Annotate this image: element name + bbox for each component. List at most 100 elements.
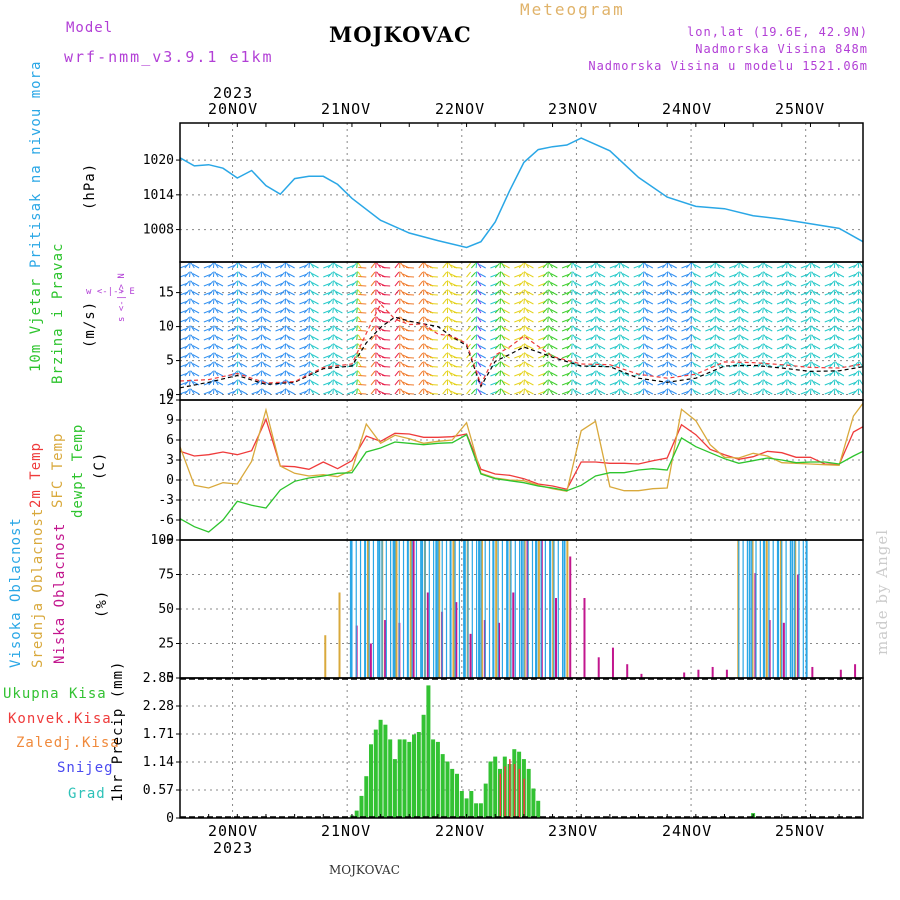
wind-arrow bbox=[571, 325, 573, 332]
wind-arrow bbox=[538, 390, 546, 395]
wind-arrow bbox=[382, 303, 391, 305]
wind-arrow bbox=[442, 262, 448, 269]
wind-arrow bbox=[596, 298, 601, 305]
wind-arrow bbox=[309, 361, 315, 368]
wind-arrow bbox=[429, 321, 438, 323]
wind-arrow bbox=[370, 379, 376, 386]
wind-arrow bbox=[809, 379, 812, 386]
precip-bar bbox=[536, 800, 541, 818]
wind-arrow bbox=[574, 273, 582, 278]
wind-arrow bbox=[733, 289, 739, 296]
wind-arrow bbox=[848, 390, 856, 395]
wind-arrow bbox=[238, 334, 243, 341]
wind-arrow bbox=[681, 327, 689, 332]
wind-arrow bbox=[642, 343, 645, 350]
wind-arrow bbox=[238, 262, 243, 269]
wind-arrow bbox=[212, 316, 215, 323]
wind-arrow bbox=[216, 381, 224, 386]
wind-arrow bbox=[638, 298, 644, 305]
wind-arrow bbox=[370, 280, 376, 287]
wind-arrow bbox=[692, 307, 697, 314]
wind-arrow bbox=[633, 345, 641, 350]
wind-arrow bbox=[453, 357, 462, 359]
wind-arrow bbox=[800, 264, 809, 269]
precip-bar bbox=[383, 724, 388, 818]
wind-arrow bbox=[400, 280, 405, 287]
wind-arrow bbox=[574, 318, 582, 323]
wind-arrow bbox=[203, 264, 212, 269]
wind-arrow bbox=[214, 361, 219, 368]
wind-arrow bbox=[590, 271, 596, 278]
wind-arrow bbox=[590, 343, 596, 350]
lonlat-info: lon,lat (19.6E, 42.9N) bbox=[687, 25, 868, 39]
wind-arrow bbox=[499, 298, 502, 305]
wind-arrow bbox=[763, 388, 768, 395]
wind-arrow bbox=[382, 366, 391, 368]
wind-arrow bbox=[644, 361, 649, 368]
wind-arrow bbox=[470, 271, 477, 278]
wind-arrow bbox=[542, 361, 548, 368]
station-title: MOJKOVAC bbox=[329, 22, 472, 47]
wind-arrow bbox=[502, 327, 510, 332]
wind-arrow bbox=[448, 316, 453, 323]
wind-arrow bbox=[192, 381, 200, 386]
wind-arrow bbox=[644, 388, 649, 395]
wind-arrow bbox=[394, 289, 400, 296]
wind-arrow bbox=[238, 361, 243, 368]
wind-arrow bbox=[514, 300, 522, 305]
wind-arrow bbox=[666, 307, 669, 314]
wind-arrow bbox=[240, 345, 248, 350]
top-day-label: 20NOV bbox=[208, 100, 259, 118]
panel-frame bbox=[179, 677, 864, 819]
wind-arrow bbox=[357, 298, 362, 305]
wind-arrow bbox=[308, 361, 310, 368]
wind-arrow bbox=[190, 343, 195, 350]
wind-arrow bbox=[590, 280, 596, 287]
wind-arrow bbox=[327, 388, 333, 395]
wind-arrow bbox=[853, 262, 859, 269]
wind-arrow bbox=[518, 370, 524, 377]
wind-arrow bbox=[502, 363, 510, 368]
wind-arrow bbox=[518, 325, 524, 332]
wind-arrow bbox=[848, 327, 856, 332]
wind-arrow bbox=[853, 307, 859, 314]
wind-arrow bbox=[190, 280, 195, 287]
wind-arrow bbox=[781, 307, 787, 314]
wind-arrow bbox=[596, 352, 601, 359]
wind-arrow bbox=[668, 316, 673, 323]
wind-arrow bbox=[212, 334, 215, 341]
wind-arrow bbox=[805, 334, 811, 341]
wind-arrow bbox=[715, 325, 721, 332]
wind-arrow bbox=[657, 372, 665, 377]
wind-arrow bbox=[715, 352, 721, 359]
wind-arrow bbox=[216, 291, 224, 296]
wind-arrow bbox=[733, 388, 739, 395]
wind-arrow bbox=[526, 363, 534, 368]
wind-arrow bbox=[646, 390, 654, 395]
wind-arrow bbox=[590, 262, 596, 269]
wind-arrow bbox=[757, 316, 763, 323]
precip-bar bbox=[397, 739, 402, 818]
wind-arrow bbox=[739, 280, 745, 287]
wind-arrow bbox=[238, 316, 243, 323]
wind-arrow bbox=[729, 327, 737, 332]
wind-arrow bbox=[757, 271, 763, 278]
wind-arrow bbox=[275, 372, 283, 377]
y-tick-label: 1008 bbox=[143, 223, 174, 238]
wind-arrow bbox=[690, 262, 693, 269]
wind-arrow bbox=[418, 262, 424, 269]
wind-arrow bbox=[351, 316, 357, 323]
wind-arrow bbox=[752, 264, 761, 269]
wind-arrow bbox=[574, 336, 582, 341]
wind-arrow bbox=[705, 345, 713, 350]
wind-arrow bbox=[275, 336, 283, 341]
wind-arrow bbox=[424, 370, 429, 377]
wind-arrow bbox=[622, 363, 630, 368]
wind-arrow bbox=[733, 352, 739, 359]
wind-arrow bbox=[184, 298, 190, 305]
wind-arrow bbox=[738, 262, 740, 269]
wind-arrow bbox=[690, 271, 693, 278]
wind-arrow bbox=[212, 379, 215, 386]
wind-arrow bbox=[356, 271, 358, 278]
wind-arrow bbox=[542, 316, 548, 323]
